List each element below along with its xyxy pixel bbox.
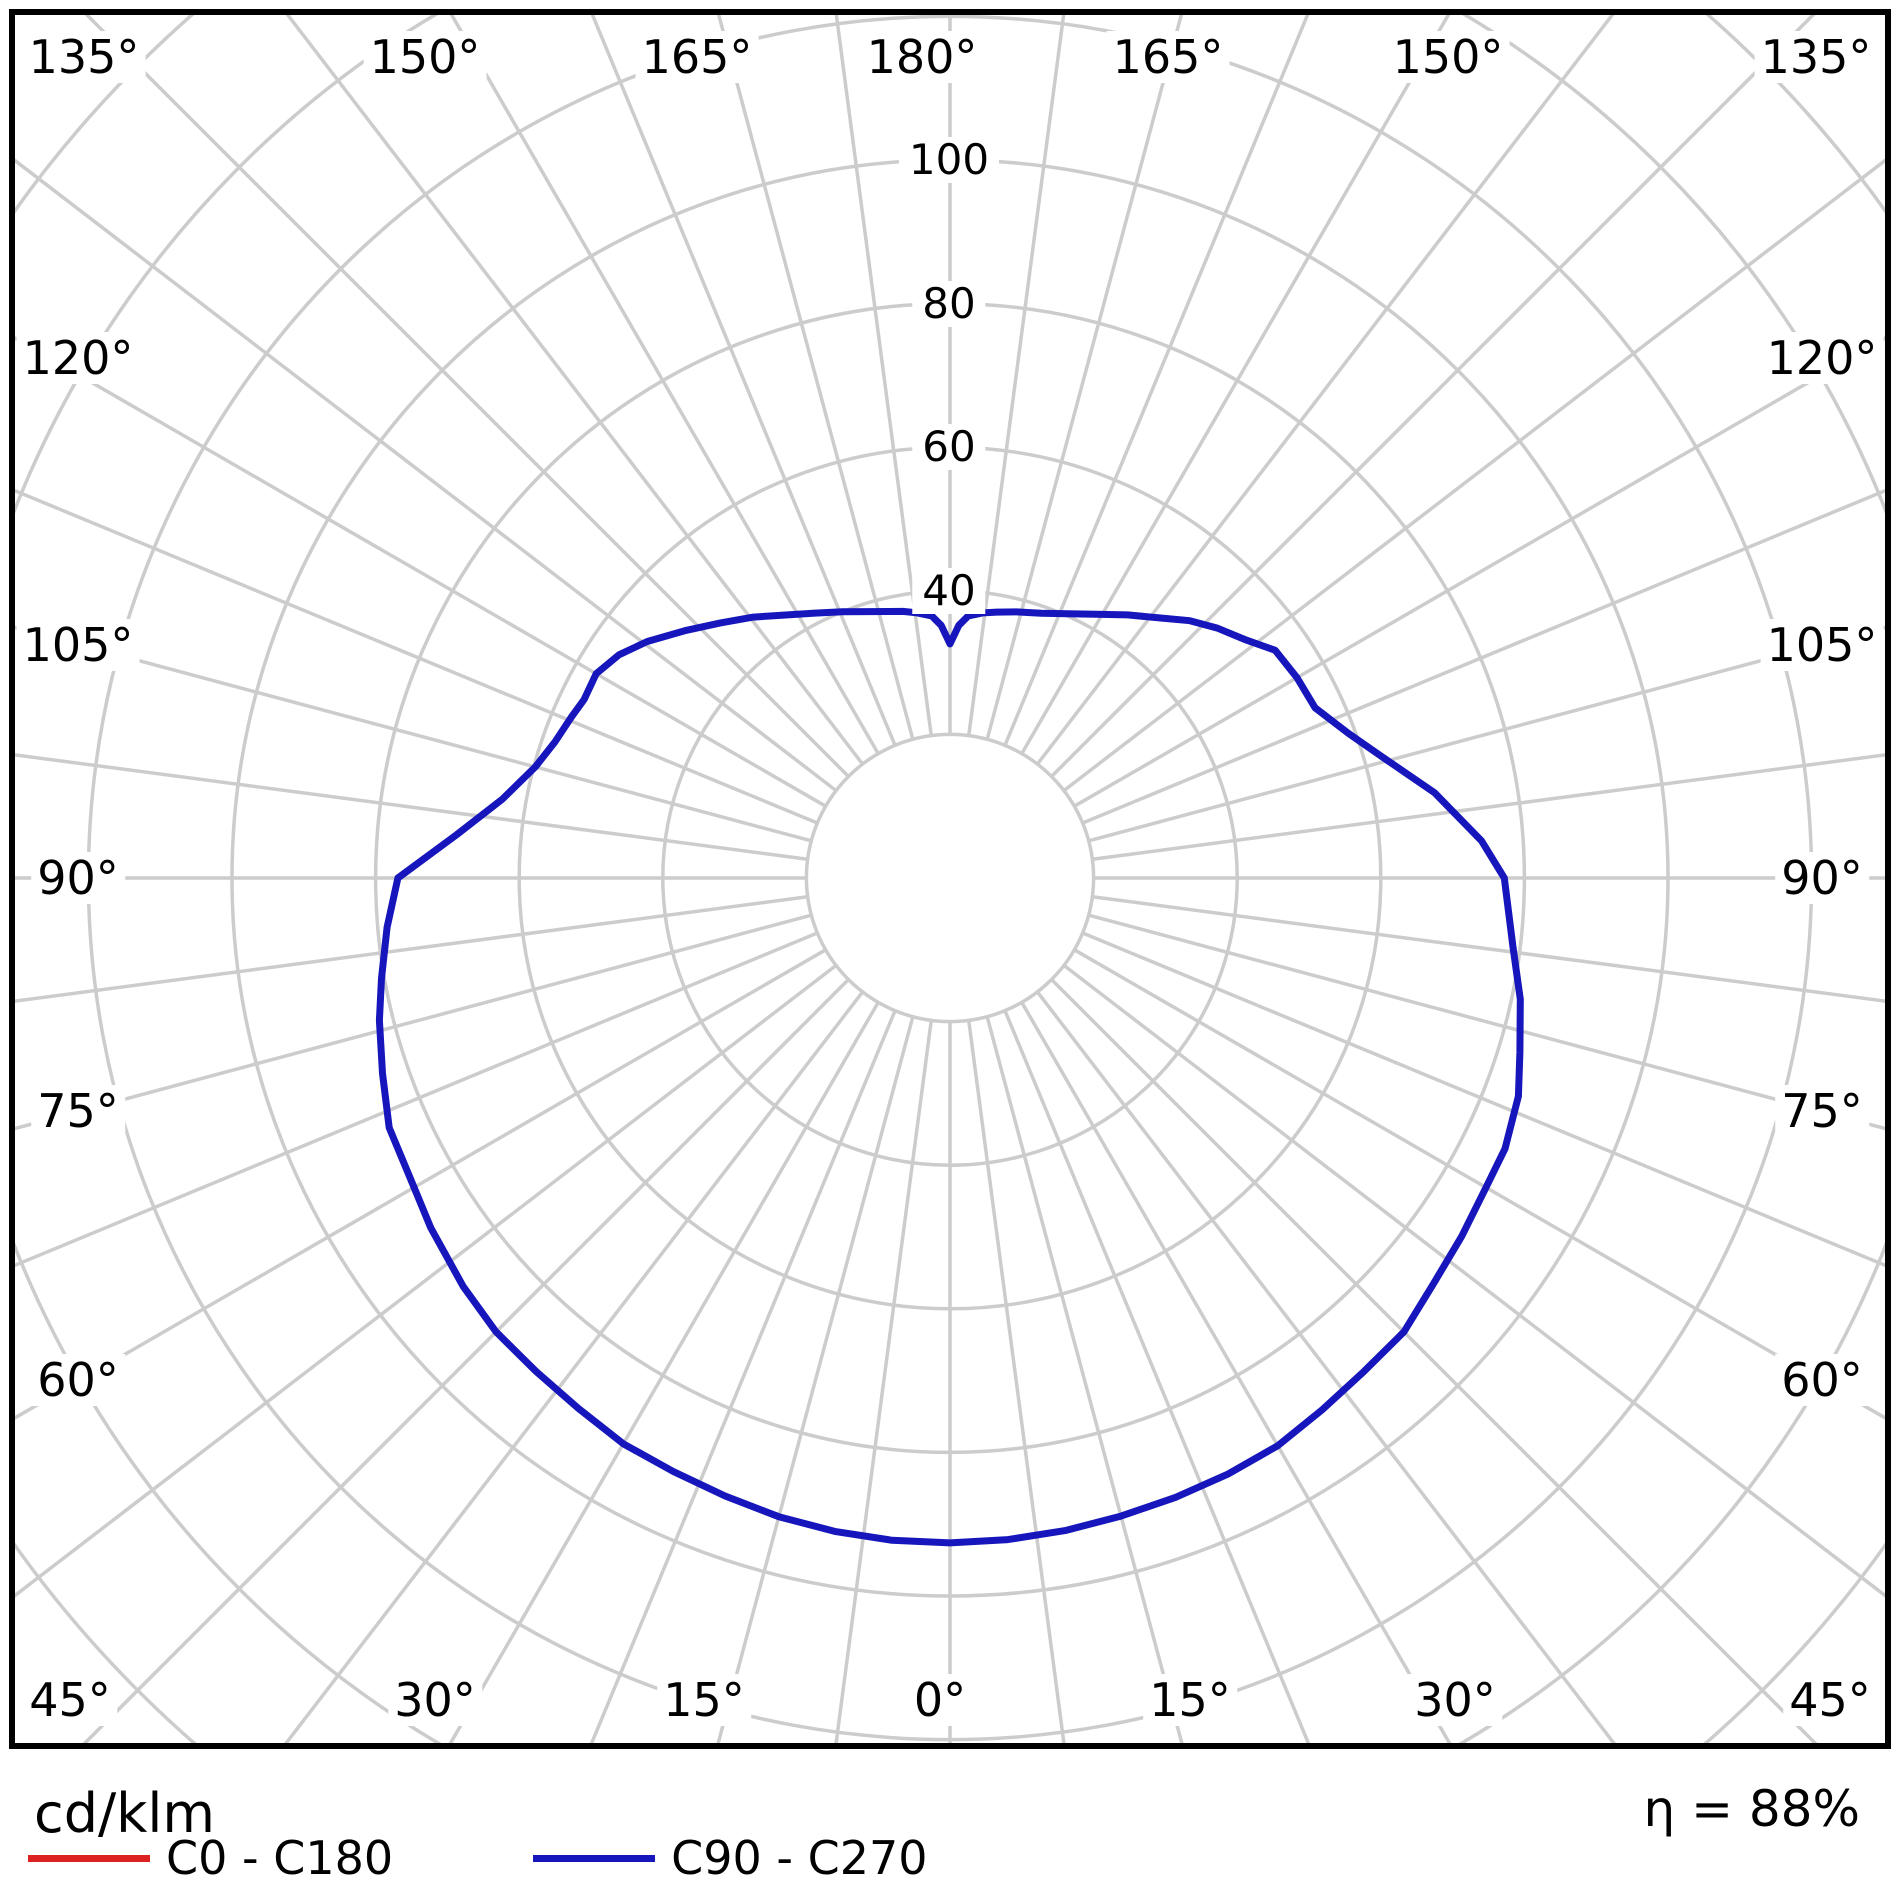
grid-spoke [715,1016,915,1746]
grid-spoke [1003,12,1311,747]
grid-spoke [1062,156,1888,792]
grid-spoke [283,12,864,766]
grid-spoke [1073,334,1888,808]
angle-label-bottom-2: 15° [657,1674,751,1726]
angle-label-top-2: 165° [635,31,759,83]
grid-spoke [12,752,808,861]
angle-label-left-4: 60° [31,1354,125,1406]
grid-spoke [12,964,838,1600]
grid-spoke [1062,964,1888,1600]
radial-value-label-40: 40 [912,567,986,614]
radial-value-label-80: 80 [912,280,986,327]
grid-spoke [967,1020,1067,1746]
legend-line-c90-c270 [533,1854,656,1862]
grid-spoke [12,948,827,1422]
grid-spoke [12,624,812,843]
grid-spoke [588,1009,897,1746]
grid-spoke [447,12,880,755]
grid-spoke [1073,948,1888,1422]
grid-spoke [985,12,1184,740]
grid-spoke [1092,895,1888,1004]
grid-spoke [1020,12,1453,755]
grid-spoke [12,334,827,808]
legend-line-c0-c180 [28,1854,150,1862]
angle-label-left-1: 105° [16,619,140,671]
grid-spoke [1036,12,1617,766]
units-label: cd/klm [34,1782,216,1845]
angle-label-top-5: 150° [1386,31,1510,83]
angle-label-top-0: 135° [22,31,146,83]
angle-label-bottom-3: 0° [907,1674,973,1726]
grid-spoke [12,895,808,1004]
angle-label-left-0: 120° [16,332,140,384]
legend-label-c0-c180: C0 - C180 [166,1831,394,1885]
grid-spoke [446,1001,880,1746]
grid-spoke [1081,487,1888,825]
angle-label-right-3: 75° [1775,1085,1869,1137]
angle-label-bottom-1: 30° [388,1674,482,1726]
grid-spoke [1003,1009,1312,1746]
grid-spoke [1092,752,1888,861]
radial-value-label-60: 60 [912,424,986,471]
angle-label-right-0: 120° [1760,332,1884,384]
grid-spoke [12,931,819,1269]
grid-spoke [1088,624,1888,843]
grid-spoke [985,1016,1185,1746]
grid-spoke [281,990,864,1746]
legend-label-c90-c270: C90 - C270 [671,1831,928,1885]
angle-label-bottom-4: 15° [1143,1674,1237,1726]
angle-label-right-4: 60° [1775,1354,1869,1406]
efficiency-value: η = 88% [1643,1780,1860,1838]
grid-spoke [1088,913,1888,1132]
angle-label-left-3: 75° [31,1085,125,1137]
legend: C0 - C180 C90 - C270 [28,1828,1068,1888]
angle-label-right-1: 105° [1760,619,1884,671]
grid-spoke [589,12,897,747]
angle-label-right-2: 90° [1775,852,1869,904]
angle-label-top-4: 165° [1106,31,1230,83]
angle-label-top-6: 135° [1754,31,1878,83]
chart-frame [9,9,1891,1749]
grid-spoke [12,487,819,825]
angle-label-top-1: 150° [363,31,487,83]
grid-spoke [833,1020,933,1746]
grid-spoke [834,12,933,736]
grid-spoke [1081,931,1888,1269]
angle-label-bottom-6: 45° [1783,1674,1877,1726]
angle-label-top-3: 180° [860,31,984,83]
curve-C90-C270 [375,607,1524,1547]
radial-value-label-100: 100 [898,137,1000,183]
grid-spoke [967,12,1066,736]
angle-label-bottom-5: 30° [1408,1674,1502,1726]
grid-spoke [1036,990,1619,1746]
angle-label-left-2: 90° [31,852,125,904]
grid-spoke [12,156,838,792]
grid-spoke [1020,1001,1454,1746]
grid-spoke [12,913,812,1132]
angle-label-bottom-0: 45° [23,1674,117,1726]
grid-spoke [716,12,915,740]
